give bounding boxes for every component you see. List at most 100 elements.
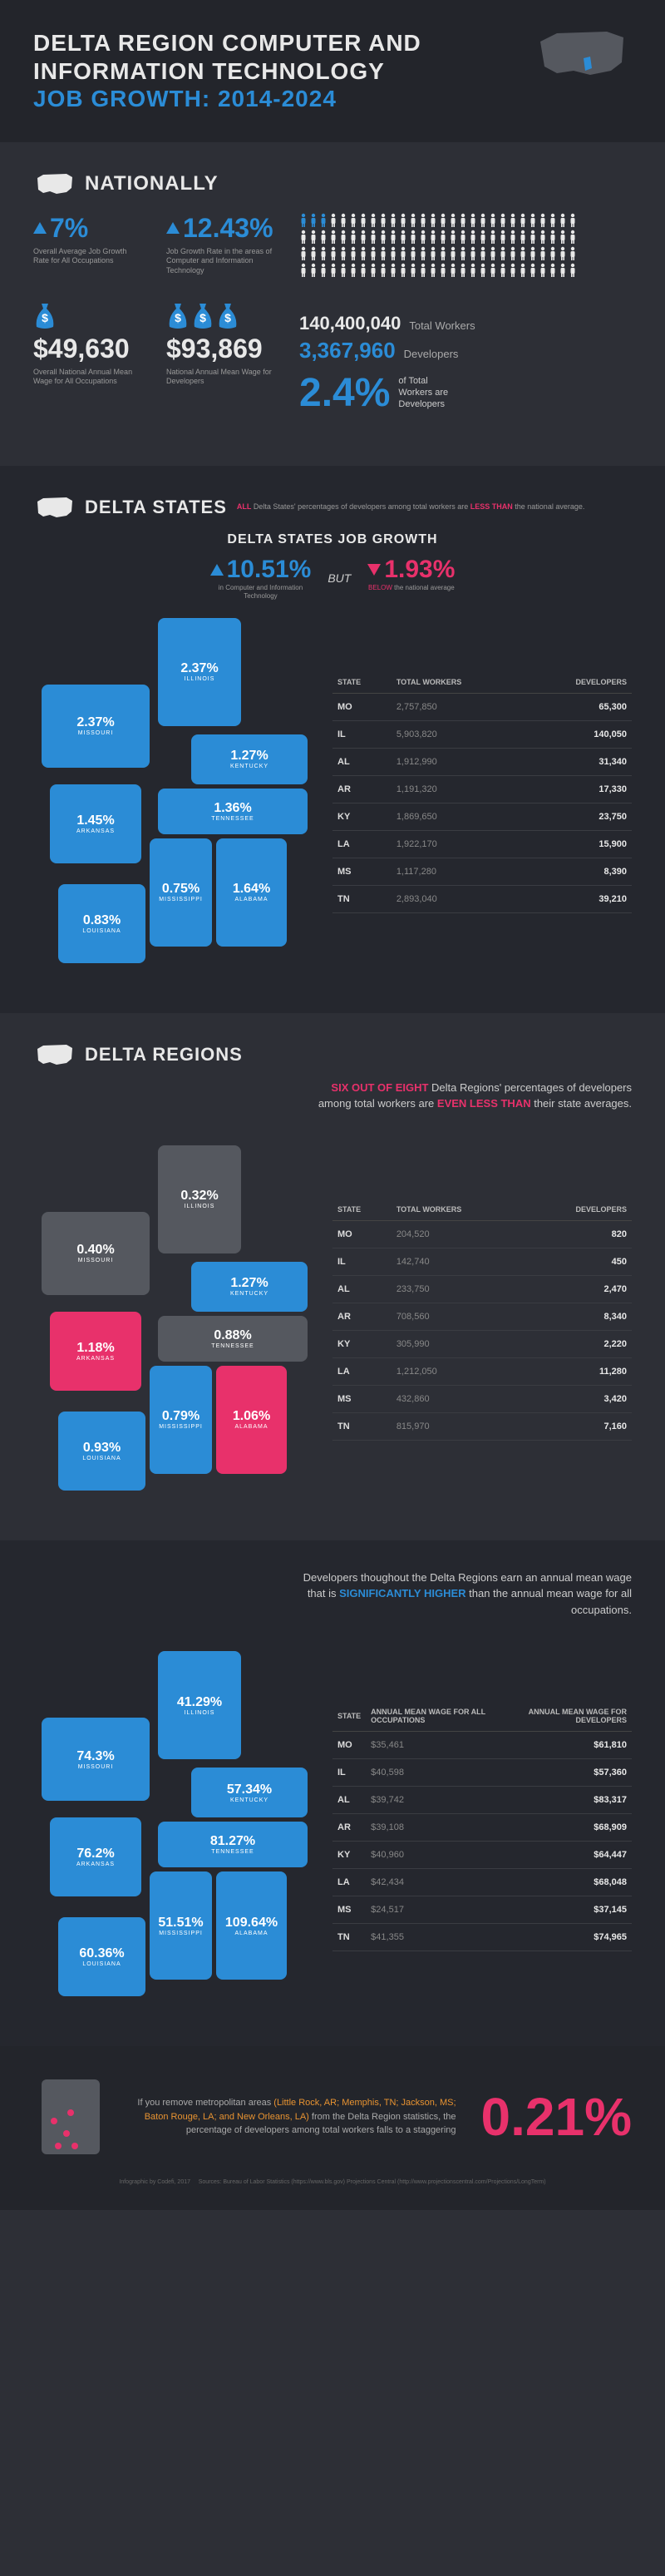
state-mississippi: 0.79%MISSISSIPPI xyxy=(150,1366,212,1474)
person-icon xyxy=(359,230,367,245)
svg-text:$: $ xyxy=(175,311,181,324)
state-louisiana: 0.83%LOUISIANA xyxy=(58,884,145,963)
person-icon xyxy=(439,246,447,261)
person-icon xyxy=(459,213,467,228)
person-icon xyxy=(459,246,467,261)
table-row: MS$24,517$37,145 xyxy=(332,1896,632,1923)
person-icon xyxy=(399,230,407,245)
table-row: KY305,9902,220 xyxy=(332,1331,632,1358)
person-icon xyxy=(369,230,377,245)
wages-map: 41.29%ILLINOIS74.3%MISSOURI57.34%KENTUCK… xyxy=(33,1651,316,2000)
table-row: LA1,922,17015,900 xyxy=(332,831,632,858)
svg-text:$: $ xyxy=(42,311,48,324)
person-icon xyxy=(419,246,427,261)
person-icon xyxy=(519,230,527,245)
person-icon xyxy=(349,263,357,278)
person-icon xyxy=(529,246,537,261)
person-icon xyxy=(519,213,527,228)
person-icon xyxy=(559,263,567,278)
us-icon xyxy=(33,171,75,196)
person-icon xyxy=(569,213,577,228)
table-row: IL142,740450 xyxy=(332,1248,632,1276)
state-arkansas: 1.18%ARKANSAS xyxy=(50,1312,141,1391)
person-icon xyxy=(349,213,357,228)
footer: If you remove metropolitan areas (Little… xyxy=(0,2046,665,2210)
table-row: AR1,191,32017,330 xyxy=(332,776,632,803)
person-icon xyxy=(359,246,367,261)
delta-states-section: DELTA STATES ALL Delta States' percentag… xyxy=(0,466,665,1013)
person-icon xyxy=(529,230,537,245)
person-icon xyxy=(519,263,527,278)
person-icon xyxy=(529,213,537,228)
person-icon xyxy=(339,230,347,245)
person-icon xyxy=(489,213,497,228)
person-icon xyxy=(429,230,437,245)
table-row: AL$39,742$83,317 xyxy=(332,1786,632,1813)
person-icon xyxy=(499,263,507,278)
person-icon xyxy=(349,246,357,261)
wages-section: Developers thoughout the Delta Regions e… xyxy=(0,1540,665,2047)
dev-wage-stat: $ $ $ $93,869 National Annual Mean Wage … xyxy=(166,300,274,416)
state-missouri: 74.3%MISSOURI xyxy=(42,1718,150,1801)
state-alabama: 1.06%ALABAMA xyxy=(216,1366,287,1474)
state-tennessee: 81.27%TENNESSEE xyxy=(158,1822,308,1867)
state-illinois: 2.37%ILLINOIS xyxy=(158,618,241,726)
person-icon xyxy=(489,230,497,245)
person-icon xyxy=(359,213,367,228)
person-icon xyxy=(369,246,377,261)
table-row: MO204,520820 xyxy=(332,1221,632,1248)
person-icon xyxy=(479,213,487,228)
person-icon xyxy=(309,213,318,228)
person-icon xyxy=(339,213,347,228)
person-icon xyxy=(469,246,477,261)
avg-growth-stat: 7% Overall Average Job Growth Rate for A… xyxy=(33,213,141,279)
table-row: AR708,5608,340 xyxy=(332,1303,632,1331)
person-icon xyxy=(489,246,497,261)
person-icon xyxy=(399,263,407,278)
person-icon xyxy=(549,246,557,261)
table-row: AR$39,108$68,909 xyxy=(332,1813,632,1841)
header: DELTA REGION COMPUTER AND INFORMATION TE… xyxy=(0,0,665,142)
person-icon xyxy=(459,230,467,245)
person-icon xyxy=(419,230,427,245)
person-icon xyxy=(479,263,487,278)
person-icon xyxy=(399,213,407,228)
state-alabama: 1.64%ALABAMA xyxy=(216,838,287,947)
state-kentucky: 1.27%KENTUCKY xyxy=(191,734,308,784)
person-icon xyxy=(329,213,337,228)
table-row: TN2,893,04039,210 xyxy=(332,886,632,913)
person-icon xyxy=(479,230,487,245)
person-icon xyxy=(299,246,308,261)
person-icon xyxy=(299,213,308,228)
person-icon xyxy=(539,246,547,261)
footer-text: If you remove metropolitan areas (Little… xyxy=(133,2096,456,2138)
person-icon xyxy=(369,263,377,278)
person-icon xyxy=(569,246,577,261)
person-icon xyxy=(439,213,447,228)
person-icon xyxy=(469,230,477,245)
table-row: TN815,9707,160 xyxy=(332,1413,632,1441)
person-icon xyxy=(569,263,577,278)
person-icon xyxy=(439,230,447,245)
person-icon xyxy=(499,213,507,228)
person-icon xyxy=(399,246,407,261)
person-icon xyxy=(429,213,437,228)
person-icon xyxy=(309,230,318,245)
person-icon xyxy=(419,263,427,278)
person-icon xyxy=(549,230,557,245)
people-grid xyxy=(299,213,632,279)
state-mississippi: 0.75%MISSISSIPPI xyxy=(150,838,212,947)
person-icon xyxy=(319,246,328,261)
avg-wage-stat: $ $49,630 Overall National Annual Mean W… xyxy=(33,300,141,416)
person-icon xyxy=(529,263,537,278)
person-icon xyxy=(539,230,547,245)
person-icon xyxy=(439,263,447,278)
table-row: LA$42,434$68,048 xyxy=(332,1868,632,1896)
delta-regions-section: DELTA REGIONS SIX OUT OF EIGHT Delta Reg… xyxy=(0,1013,665,1540)
table-row: MS1,117,2808,390 xyxy=(332,858,632,886)
state-missouri: 2.37%MISSOURI xyxy=(42,685,150,768)
person-icon xyxy=(409,213,417,228)
person-icon xyxy=(449,246,457,261)
person-icon xyxy=(569,230,577,245)
person-icon xyxy=(359,263,367,278)
